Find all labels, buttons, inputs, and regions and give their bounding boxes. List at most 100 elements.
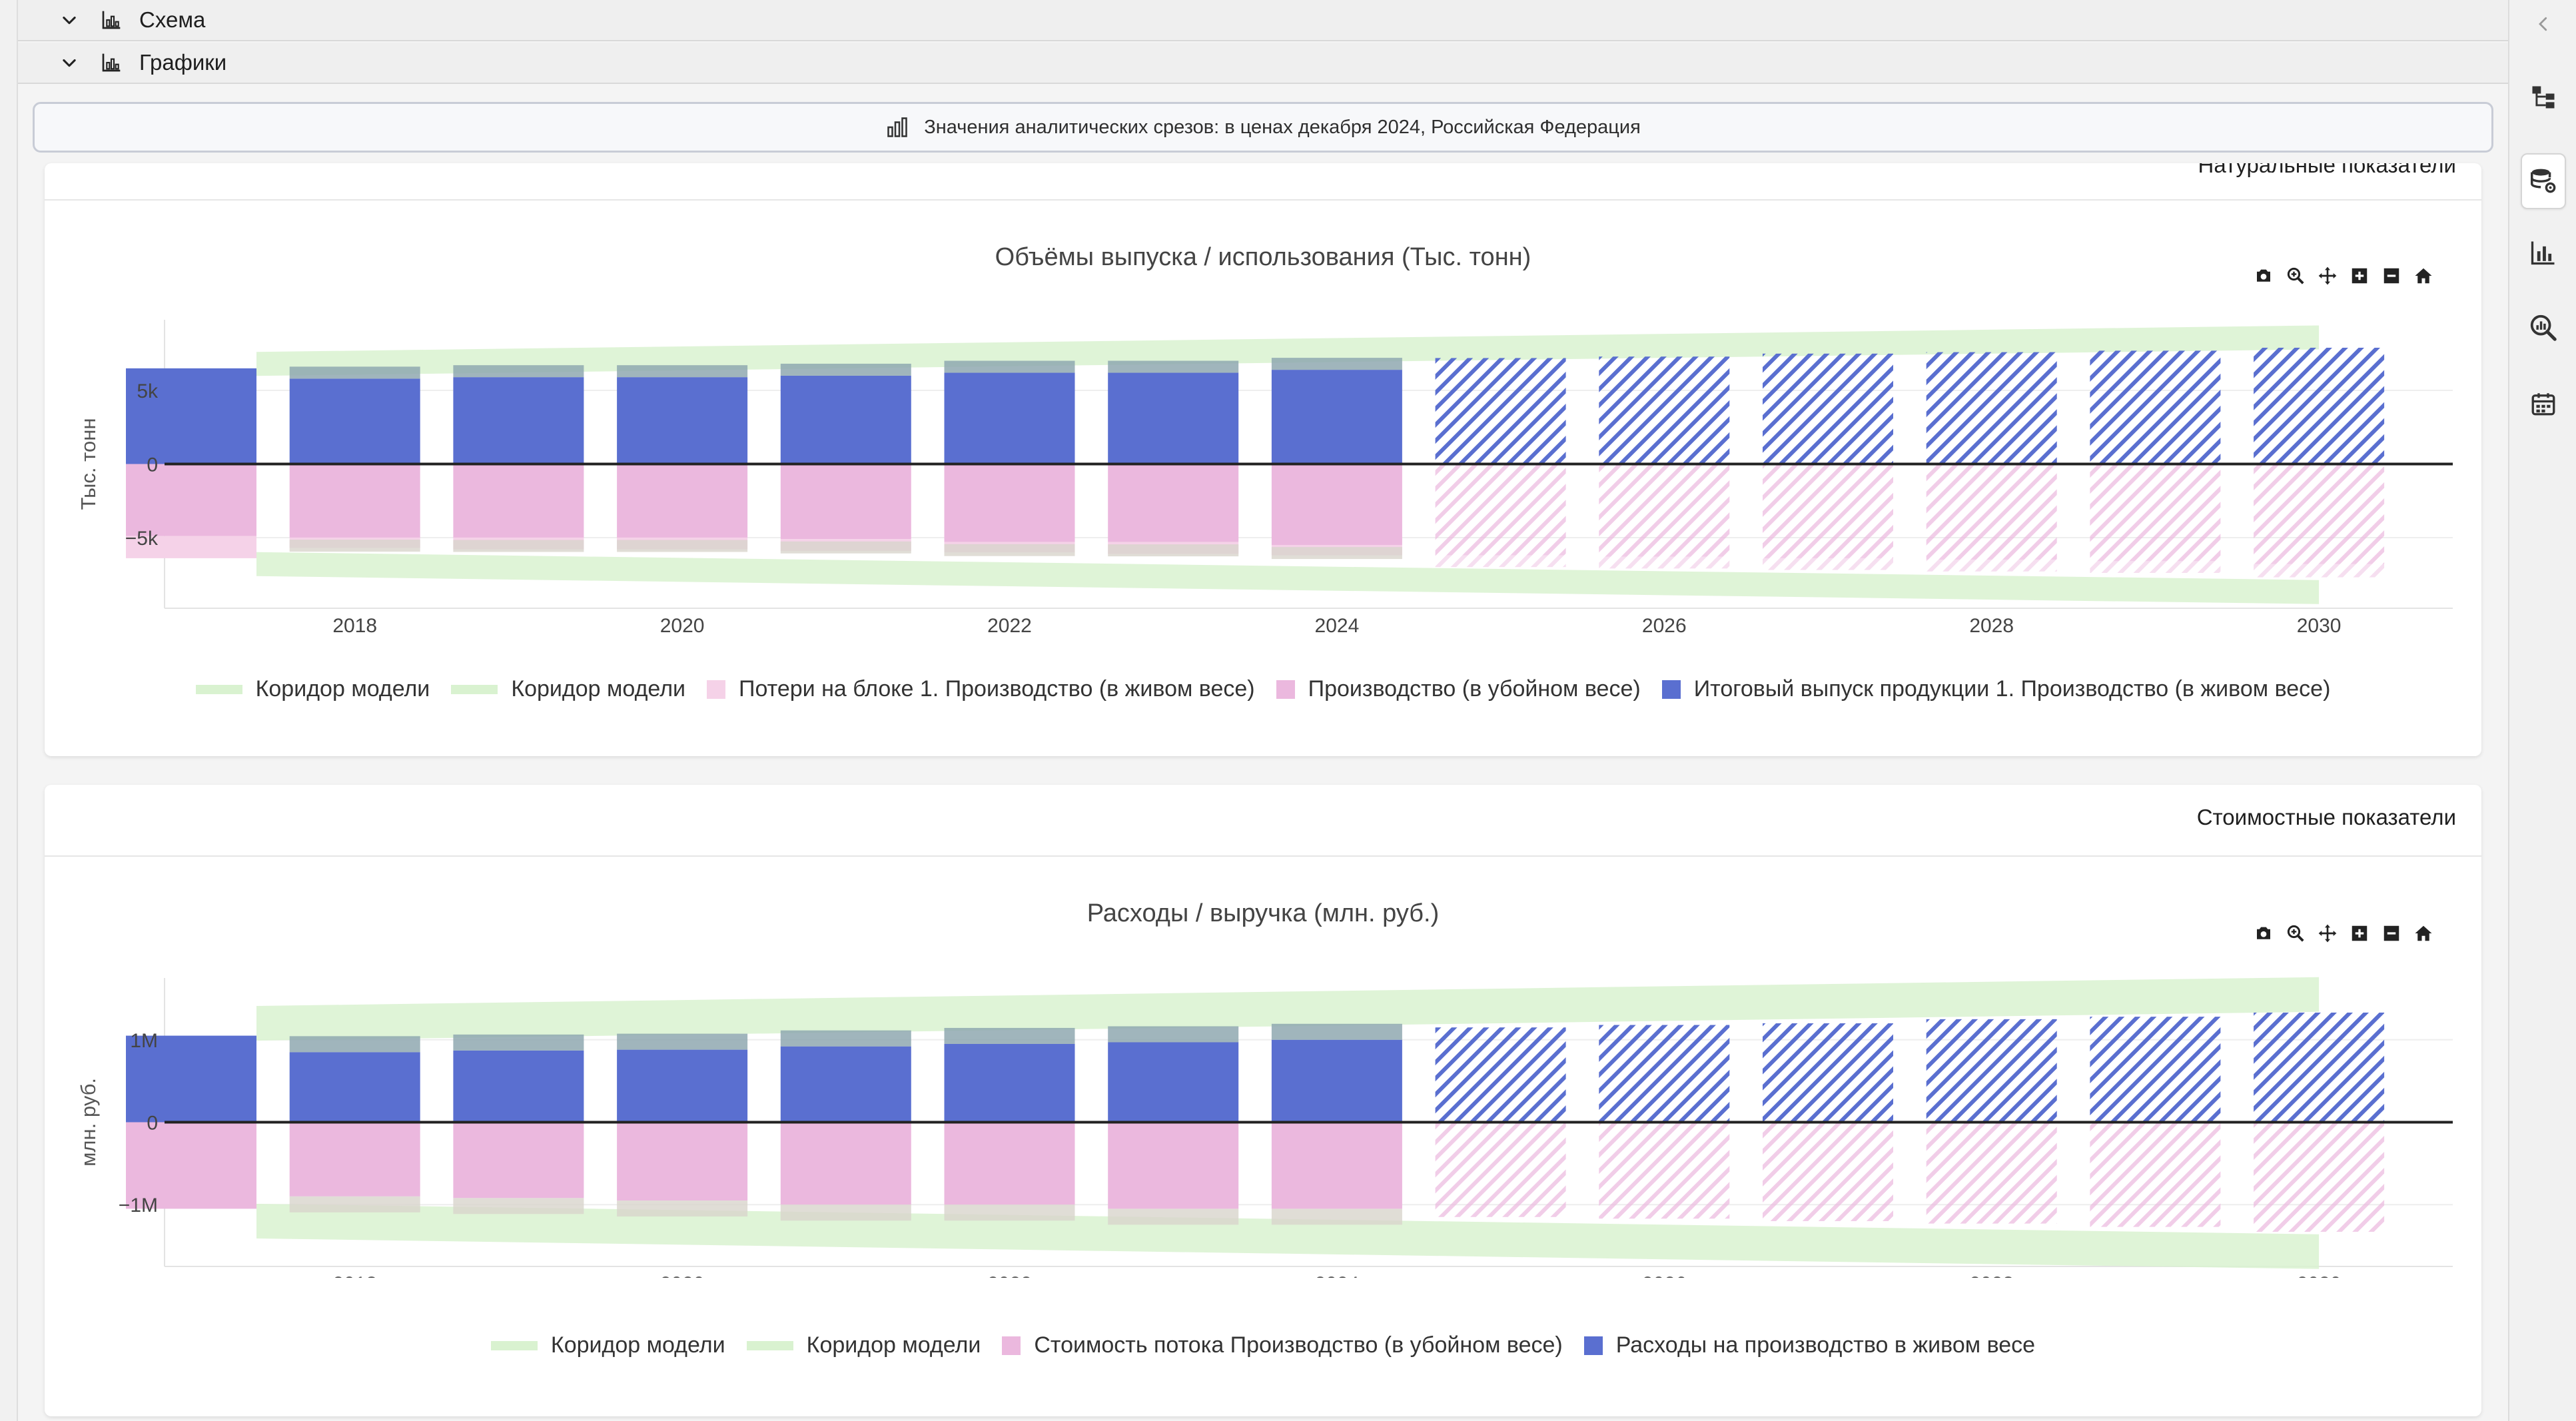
legend-item[interactable]: Коридор модели <box>195 676 430 702</box>
bar-output-2029 <box>2090 350 2221 464</box>
bar-production-2021 <box>780 1122 911 1205</box>
bar-output-2023 <box>1108 1042 1239 1123</box>
legend-label: Коридор модели <box>806 1332 981 1358</box>
x-tick-label: 2020 <box>660 1273 705 1278</box>
bar-production-2029 <box>2090 1122 2221 1227</box>
bar-lower-cap-2020 <box>617 1200 748 1217</box>
collapse-panel-button[interactable] <box>2521 1 2566 47</box>
bar-production-2020 <box>617 464 748 538</box>
database-settings-button[interactable] <box>2521 153 2566 209</box>
legend-swatch <box>1583 1336 1603 1355</box>
hierarchy-icon <box>2532 86 2555 109</box>
bar-cap-2022 <box>944 360 1075 373</box>
chevron-down-icon[interactable] <box>58 9 81 31</box>
y-tick-label: 0 <box>147 1113 158 1135</box>
bar-output-2017 <box>126 368 256 464</box>
bar-production-2022 <box>944 464 1075 542</box>
pan-icon[interactable] <box>2315 263 2340 288</box>
bar-production-2027 <box>1763 1122 1893 1221</box>
bar-production-2018 <box>289 464 420 538</box>
accordion-label: Графики <box>139 50 227 75</box>
x-tick-label: 2020 <box>660 615 705 637</box>
chevron-down-icon[interactable] <box>58 51 81 74</box>
bar-output-2017 <box>126 1035 256 1123</box>
bar-output-2030 <box>2254 1012 2385 1123</box>
bar-losses-2028 <box>1926 560 2057 572</box>
card-header: Стоимостные показатели <box>45 785 2481 857</box>
chart-title: Расходы / выручка (млн. руб.) <box>1086 899 1440 927</box>
bar-output-2026 <box>1599 1025 1730 1123</box>
bar-lower-cap-2024 <box>1271 547 1402 560</box>
legend-item[interactable]: Потери на блоке 1. Производство (в живом… <box>707 676 1255 702</box>
bar-output-2026 <box>1599 356 1730 464</box>
analytics-search-button[interactable] <box>2521 305 2566 350</box>
bar-production-2019 <box>453 464 584 538</box>
legend-label: Коридор модели <box>550 1332 725 1358</box>
natural-indicators-card: Натуральные показатели Объёмы выпуска / … <box>45 163 2481 756</box>
bar-lower-cap-2021 <box>780 1204 911 1221</box>
bar-cap-2021 <box>780 363 911 376</box>
chevron-left-icon <box>2539 17 2547 31</box>
zoom-out-icon[interactable] <box>2379 263 2404 288</box>
bar-lower-cap-2024 <box>1271 1208 1402 1225</box>
legend-label: Итоговый выпуск продукции 1. Производств… <box>1693 676 2331 702</box>
legend-item[interactable]: Коридор модели <box>490 1332 725 1358</box>
x-tick-label: 2024 <box>1315 1273 1360 1278</box>
bar-production-2028 <box>1926 1122 2057 1224</box>
bar-cap-2023 <box>1108 1026 1239 1043</box>
camera-icon[interactable] <box>2251 263 2276 288</box>
bar-production-2019 <box>453 1122 584 1198</box>
bar-output-2028 <box>1926 352 2057 464</box>
legend-item[interactable]: Коридор модели <box>451 676 685 702</box>
y-tick-label: −5k <box>125 528 159 550</box>
bar-losses-2029 <box>2090 561 2221 573</box>
x-tick-label: 2026 <box>1642 615 1687 637</box>
analytics-search-icon <box>2530 314 2557 341</box>
bar-production-2023 <box>1108 464 1239 542</box>
accordion-item-charts[interactable]: Графики <box>18 43 2509 84</box>
bar-output-2027 <box>1763 1023 1893 1123</box>
zoom-in-icon[interactable] <box>2347 921 2372 946</box>
legend-item[interactable]: Производство (в убойном весе) <box>1276 676 1641 702</box>
accordion-item-schema[interactable]: Схема <box>18 0 2509 41</box>
legend-swatch <box>1276 680 1295 699</box>
pan-icon[interactable] <box>2315 921 2340 946</box>
bar-production-2030 <box>2254 1122 2385 1232</box>
legend-item[interactable]: Коридор модели <box>746 1332 981 1358</box>
legend-item[interactable]: Расходы на производство в живом весе <box>1583 1332 2035 1358</box>
calendar-button[interactable] <box>2521 381 2566 426</box>
legend-item[interactable]: Итоговый выпуск продукции 1. Производств… <box>1661 676 2331 702</box>
bar-lower-cap-2019 <box>453 540 584 552</box>
zoom-icon[interactable] <box>2283 921 2308 946</box>
home-icon[interactable] <box>2411 263 2436 288</box>
chart-view-button[interactable] <box>2521 230 2566 275</box>
bar-production-2026 <box>1599 464 1730 557</box>
legend-item[interactable]: Стоимость потока Производство (в убойном… <box>1002 1332 1563 1358</box>
bar-production-2023 <box>1108 1122 1239 1209</box>
bar-production-2018 <box>289 1122 420 1196</box>
hierarchy-button[interactable] <box>2521 75 2566 120</box>
x-tick-label: 2030 <box>2297 1273 2342 1278</box>
bar-cap-2024 <box>1271 358 1402 370</box>
bar-production-2024 <box>1271 464 1402 546</box>
zoom-in-icon[interactable] <box>2347 263 2372 288</box>
bar-cap-2023 <box>1108 360 1239 373</box>
zoom-out-icon[interactable] <box>2379 921 2404 946</box>
x-tick-label: 2018 <box>332 615 377 637</box>
x-tick-label: 2028 <box>1969 615 2014 637</box>
bar-cap-2024 <box>1271 1023 1402 1040</box>
bar-lower-cap-2018 <box>289 540 420 552</box>
zoom-icon[interactable] <box>2283 263 2308 288</box>
bar-output-2020 <box>617 1049 748 1123</box>
expenses-chart[interactable]: 1M 0 −1M 2018 2020 2022 2024 2026 2028 2030 млн. р… <box>45 785 2481 1278</box>
section-title: Стоимостные показатели <box>2196 805 2456 829</box>
home-icon[interactable] <box>2411 921 2436 946</box>
legend-swatch <box>451 684 498 694</box>
bar-lower-cap-2023 <box>1108 1208 1239 1225</box>
section-title: Натуральные показатели <box>2198 163 2456 177</box>
camera-icon[interactable] <box>2251 921 2276 946</box>
analytics-slice-banner: Значения аналитических срезов: в ценах д… <box>33 102 2493 153</box>
bar-production-2029 <box>2090 464 2221 562</box>
volume-chart[interactable]: 5k 0 −5k 2018 2020 2022 2024 2026 2028 2030 Тыс. т… <box>45 163 2481 643</box>
